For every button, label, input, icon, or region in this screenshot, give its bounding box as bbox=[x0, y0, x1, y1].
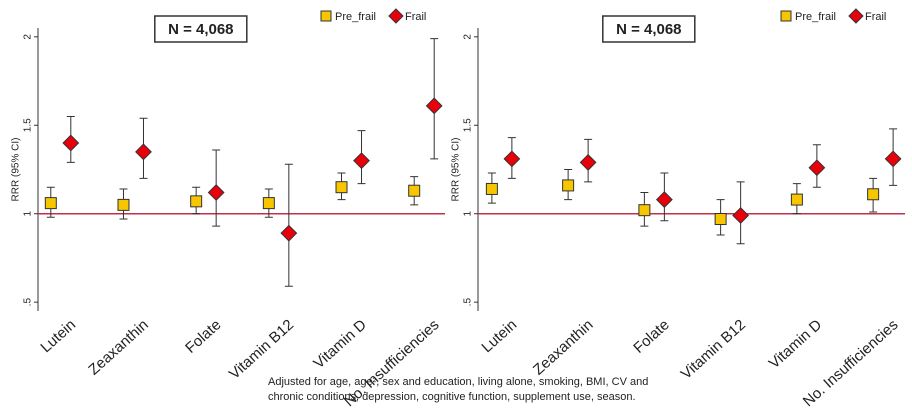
point bbox=[579, 154, 597, 171]
point bbox=[562, 179, 575, 192]
legend-label: Frail bbox=[865, 11, 886, 23]
point bbox=[135, 143, 152, 161]
legend-label: Pre_frail bbox=[335, 11, 376, 23]
point bbox=[335, 181, 348, 194]
point bbox=[732, 207, 750, 224]
y-tick-label: .5 bbox=[23, 298, 34, 307]
point bbox=[503, 150, 521, 168]
point bbox=[867, 188, 880, 201]
legend-marker bbox=[848, 8, 864, 24]
point bbox=[425, 97, 443, 115]
point bbox=[62, 134, 80, 152]
legend-marker bbox=[780, 10, 792, 22]
point bbox=[655, 191, 673, 208]
point bbox=[714, 213, 727, 226]
point bbox=[44, 197, 57, 210]
point bbox=[280, 224, 298, 242]
y-tick-label: .5 bbox=[463, 298, 474, 307]
x-tick-label: Folate bbox=[182, 316, 224, 357]
point bbox=[485, 182, 498, 195]
point bbox=[638, 204, 651, 217]
legend-label: Pre_frail bbox=[795, 11, 836, 23]
point bbox=[207, 184, 225, 201]
legend-marker bbox=[388, 8, 404, 24]
y-tick-label: 1 bbox=[463, 211, 474, 217]
point bbox=[262, 197, 275, 210]
y-tick-label: 1 bbox=[23, 211, 34, 217]
y-tick-label: 2 bbox=[463, 34, 474, 40]
y-tick-label: 1.5 bbox=[23, 118, 34, 132]
y-axis-label: RRR (95% CI) bbox=[451, 138, 462, 202]
point bbox=[808, 159, 826, 177]
x-tick-label: Vitamin D bbox=[766, 316, 826, 372]
x-tick-label: Zeaxanthin bbox=[85, 316, 152, 378]
annotation: N = 4,068 bbox=[616, 21, 681, 38]
point bbox=[117, 198, 130, 211]
caption-line: Adjusted for age, age², sex and educatio… bbox=[268, 376, 648, 388]
point bbox=[190, 195, 203, 208]
legend-marker bbox=[320, 10, 332, 22]
x-tick-label: Vitamin D bbox=[310, 316, 370, 372]
caption-line: chronic conditions, depression, cognitiv… bbox=[268, 391, 636, 403]
y-tick-label: 2 bbox=[23, 34, 34, 40]
x-tick-label: Folate bbox=[630, 316, 672, 357]
x-tick-label: Zeaxanthin bbox=[530, 316, 597, 378]
y-tick-label: 1.5 bbox=[463, 118, 474, 132]
y-axis-label: RRR (95% CI) bbox=[11, 138, 22, 202]
x-tick-label: Lutein bbox=[37, 316, 79, 356]
point bbox=[790, 193, 803, 206]
x-tick-label: Vitamin B12 bbox=[226, 316, 297, 383]
annotation-box bbox=[154, 15, 248, 43]
annotation: N = 4,068 bbox=[168, 21, 233, 38]
point bbox=[353, 152, 370, 170]
x-tick-label: Lutein bbox=[478, 316, 520, 356]
annotation-box bbox=[602, 15, 696, 43]
point bbox=[408, 184, 421, 197]
point bbox=[884, 150, 902, 168]
legend-label: Frail bbox=[405, 11, 426, 23]
x-tick-label: Vitamin B12 bbox=[678, 316, 749, 383]
